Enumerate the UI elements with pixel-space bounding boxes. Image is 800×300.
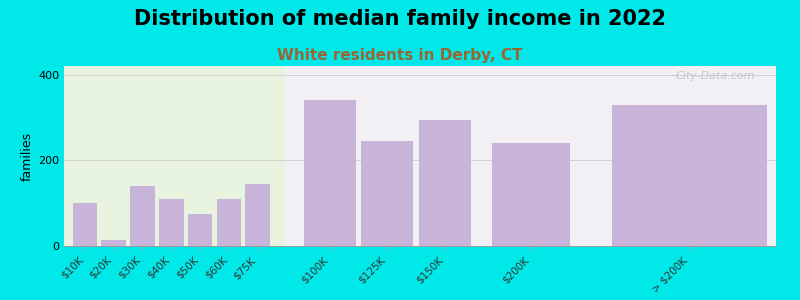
Bar bbox=[159, 199, 183, 246]
Bar bbox=[102, 240, 126, 246]
Bar bbox=[73, 203, 97, 246]
Y-axis label: families: families bbox=[21, 131, 34, 181]
Text: City-Data.com: City-Data.com bbox=[675, 71, 754, 81]
Bar bbox=[217, 199, 241, 246]
Bar bbox=[56, 66, 284, 246]
Bar bbox=[246, 184, 270, 246]
Bar bbox=[188, 214, 212, 246]
Bar bbox=[612, 105, 767, 246]
Bar bbox=[419, 120, 470, 246]
Bar bbox=[304, 100, 355, 246]
Bar bbox=[492, 143, 570, 246]
Bar bbox=[130, 186, 154, 246]
Text: Distribution of median family income in 2022: Distribution of median family income in … bbox=[134, 9, 666, 29]
Bar bbox=[362, 141, 413, 246]
Text: White residents in Derby, CT: White residents in Derby, CT bbox=[278, 48, 522, 63]
